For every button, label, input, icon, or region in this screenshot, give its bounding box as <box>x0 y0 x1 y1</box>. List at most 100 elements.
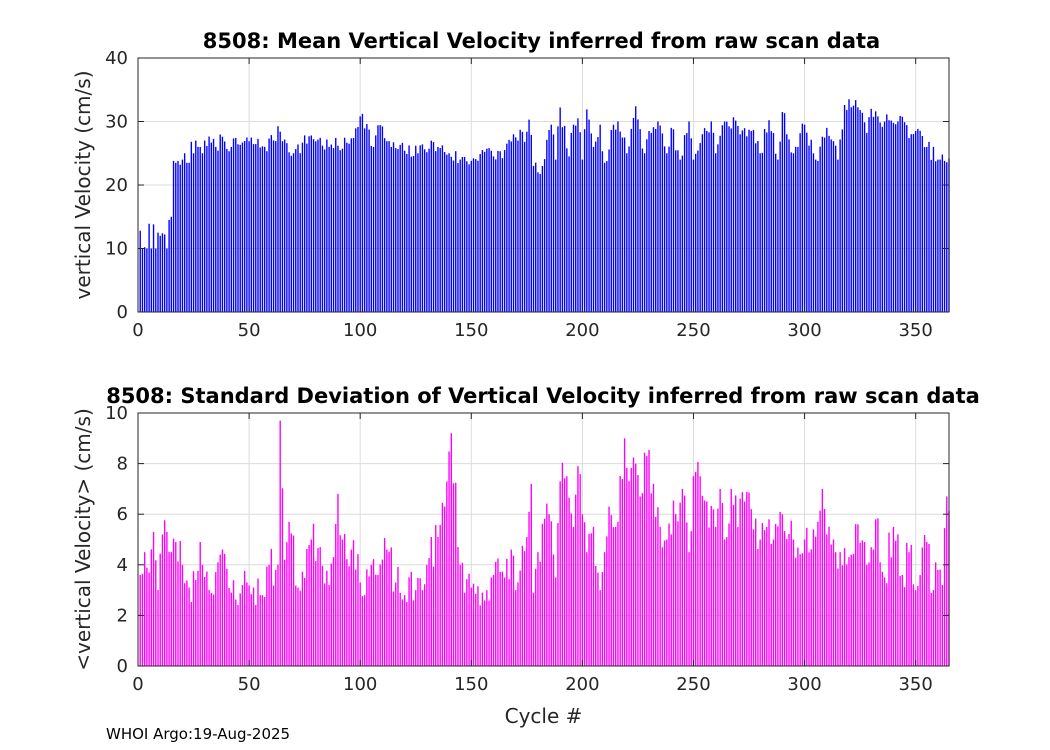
bar <box>470 587 472 666</box>
std-chart-title: 8508: Standard Deviation of Vertical Vel… <box>106 384 980 408</box>
bar <box>295 585 297 666</box>
bar <box>497 558 499 666</box>
bar <box>177 561 179 666</box>
bar <box>550 124 552 312</box>
bar <box>515 590 517 666</box>
bar <box>615 129 617 312</box>
bar <box>723 539 726 666</box>
bar <box>415 590 417 666</box>
bar <box>317 548 319 666</box>
bar <box>801 123 804 313</box>
bar <box>848 557 850 666</box>
bar <box>752 529 755 666</box>
bar <box>755 518 757 666</box>
bar <box>917 586 919 666</box>
bar <box>521 131 524 312</box>
x-tick-label: 150 <box>454 674 488 695</box>
bar <box>821 136 824 312</box>
bar <box>668 523 670 666</box>
bar <box>166 531 168 666</box>
bar <box>834 552 837 666</box>
bar <box>903 122 906 312</box>
bar <box>892 526 895 666</box>
bar <box>521 545 524 666</box>
bar <box>808 552 810 666</box>
bar <box>781 514 784 666</box>
x-tick-label: 250 <box>676 320 710 341</box>
bar <box>661 133 664 312</box>
bar <box>832 539 835 666</box>
bar <box>881 126 884 312</box>
bar <box>528 511 530 666</box>
bar <box>206 571 208 666</box>
bar <box>372 146 375 312</box>
bar <box>803 539 806 666</box>
bar <box>510 141 512 312</box>
bar <box>641 148 644 312</box>
bar <box>421 144 424 312</box>
bar <box>155 248 157 312</box>
bar <box>739 134 741 312</box>
bar <box>543 518 546 666</box>
bar <box>352 137 355 312</box>
bar <box>599 124 601 312</box>
bar <box>230 592 233 666</box>
bar <box>372 559 375 666</box>
bar <box>172 160 175 312</box>
std-y-axis-label: <vertical Velocity> (cm/s) <box>71 408 95 671</box>
bar <box>608 149 610 312</box>
bar <box>481 592 484 666</box>
bar <box>812 153 815 312</box>
bar <box>152 531 155 666</box>
bar <box>548 514 550 666</box>
bar <box>568 497 570 666</box>
bar <box>628 481 630 666</box>
bar <box>226 148 228 312</box>
bar <box>370 145 372 312</box>
bar <box>461 562 464 666</box>
bar <box>850 554 852 666</box>
bar <box>248 585 250 666</box>
bar <box>792 539 795 666</box>
bar <box>923 535 926 666</box>
bar <box>430 140 432 312</box>
bar <box>439 148 441 312</box>
bar <box>934 161 937 312</box>
bar <box>748 492 750 666</box>
bar <box>943 528 946 666</box>
bar <box>143 247 146 312</box>
bar <box>401 142 404 312</box>
bar <box>292 535 295 666</box>
x-tick-label: 50 <box>238 674 261 695</box>
bar <box>221 549 224 666</box>
bar <box>897 534 899 666</box>
bar <box>741 130 744 312</box>
bar <box>670 127 672 312</box>
bar <box>874 519 877 666</box>
bar <box>894 540 897 666</box>
y-tick-label: 20 <box>105 175 128 196</box>
bar <box>297 587 299 666</box>
bar <box>241 585 244 666</box>
bar <box>428 148 430 312</box>
bar <box>708 527 710 666</box>
bar <box>572 526 575 666</box>
bar <box>203 140 206 312</box>
bar <box>323 149 326 312</box>
bar <box>437 146 439 312</box>
bar <box>470 160 472 312</box>
std-x-axis-label: Cycle # <box>505 704 583 728</box>
y-tick-label: 10 <box>105 403 128 424</box>
bar <box>375 574 377 666</box>
bar <box>530 483 532 666</box>
bar <box>712 132 715 312</box>
bar <box>552 134 555 312</box>
bar <box>595 565 597 666</box>
bar <box>303 135 306 312</box>
bar <box>468 164 470 312</box>
bar <box>759 539 761 666</box>
bar <box>343 137 346 312</box>
bar <box>590 533 592 666</box>
bar <box>266 151 268 312</box>
bar <box>912 134 915 312</box>
